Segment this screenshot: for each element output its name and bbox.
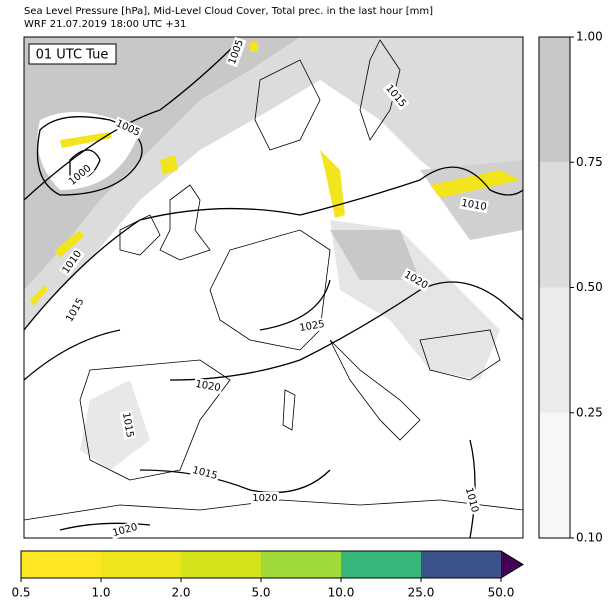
contour-label-bg: [65, 161, 95, 189]
colorbar-band: [539, 37, 570, 163]
contour-label-bg: [112, 116, 144, 140]
colorbar-tick-label: 0.75: [576, 155, 603, 169]
colorbar-tick-label: 50.0: [488, 586, 515, 600]
colorbar-band: [341, 551, 421, 578]
colorbar-band: [181, 551, 261, 578]
contour-label-bg: [62, 294, 88, 326]
title-line: Sea Level Pressure [hPa], Mid-Level Clou…: [24, 6, 433, 17]
map-area: 01 UTC Tue: [24, 37, 523, 538]
map-frame: [23, 36, 524, 539]
colorbar-band: [101, 551, 181, 578]
contour-label-bg: [459, 196, 489, 214]
colorbar-tick-label: 1.00: [576, 30, 603, 44]
contour-label-bg: [189, 463, 221, 483]
colorbar-tick-label: 5.0: [251, 586, 270, 600]
contour-label-bg: [400, 267, 432, 293]
time-label: 01 UTC Tue: [36, 48, 109, 63]
contour-label: 1025: [299, 319, 326, 334]
contour-label-bg: [109, 520, 141, 540]
title-line: WRF 21.07.2019 18:00 UTC +31: [24, 19, 186, 30]
contour-label-bg: [382, 81, 410, 111]
colorbar-band: [21, 551, 101, 578]
colorbar-band: [261, 551, 341, 578]
contour-label: 1015: [120, 412, 135, 439]
colorbar-tick-label: 0.25: [576, 405, 603, 419]
contour-label-bg: [462, 484, 482, 516]
contour-label-bg: [59, 247, 85, 277]
contour-label: 1020: [194, 379, 221, 394]
contour-label: 1020: [252, 493, 277, 504]
colorbar-band: [421, 551, 501, 578]
colorbar-tick-label: 25.0: [408, 586, 435, 600]
contour-label-bg: [297, 317, 327, 335]
colorbar-band: [539, 287, 570, 413]
colorbar-frame: [20, 550, 524, 579]
colorbar-tick-label: 2.0: [171, 586, 190, 600]
contour-label-bg: [193, 377, 223, 395]
colorbar-tick-label: 10.0: [328, 586, 355, 600]
contour-label: 1010: [460, 198, 487, 213]
colorbar-tick-label: 0.5: [11, 586, 30, 600]
colorbar-band: [539, 412, 570, 538]
colorbar-extend: [501, 551, 523, 578]
colorbar-tick-label: 0.10: [576, 531, 603, 545]
contour-label-bg: [251, 492, 279, 504]
colorbar-tick-label: 0.50: [576, 280, 603, 294]
colorbar-band: [539, 162, 570, 288]
colorbar-tick-label: 1.0: [91, 586, 110, 600]
contour-label-bg: [225, 36, 247, 68]
contour-label-bg: [119, 410, 137, 440]
